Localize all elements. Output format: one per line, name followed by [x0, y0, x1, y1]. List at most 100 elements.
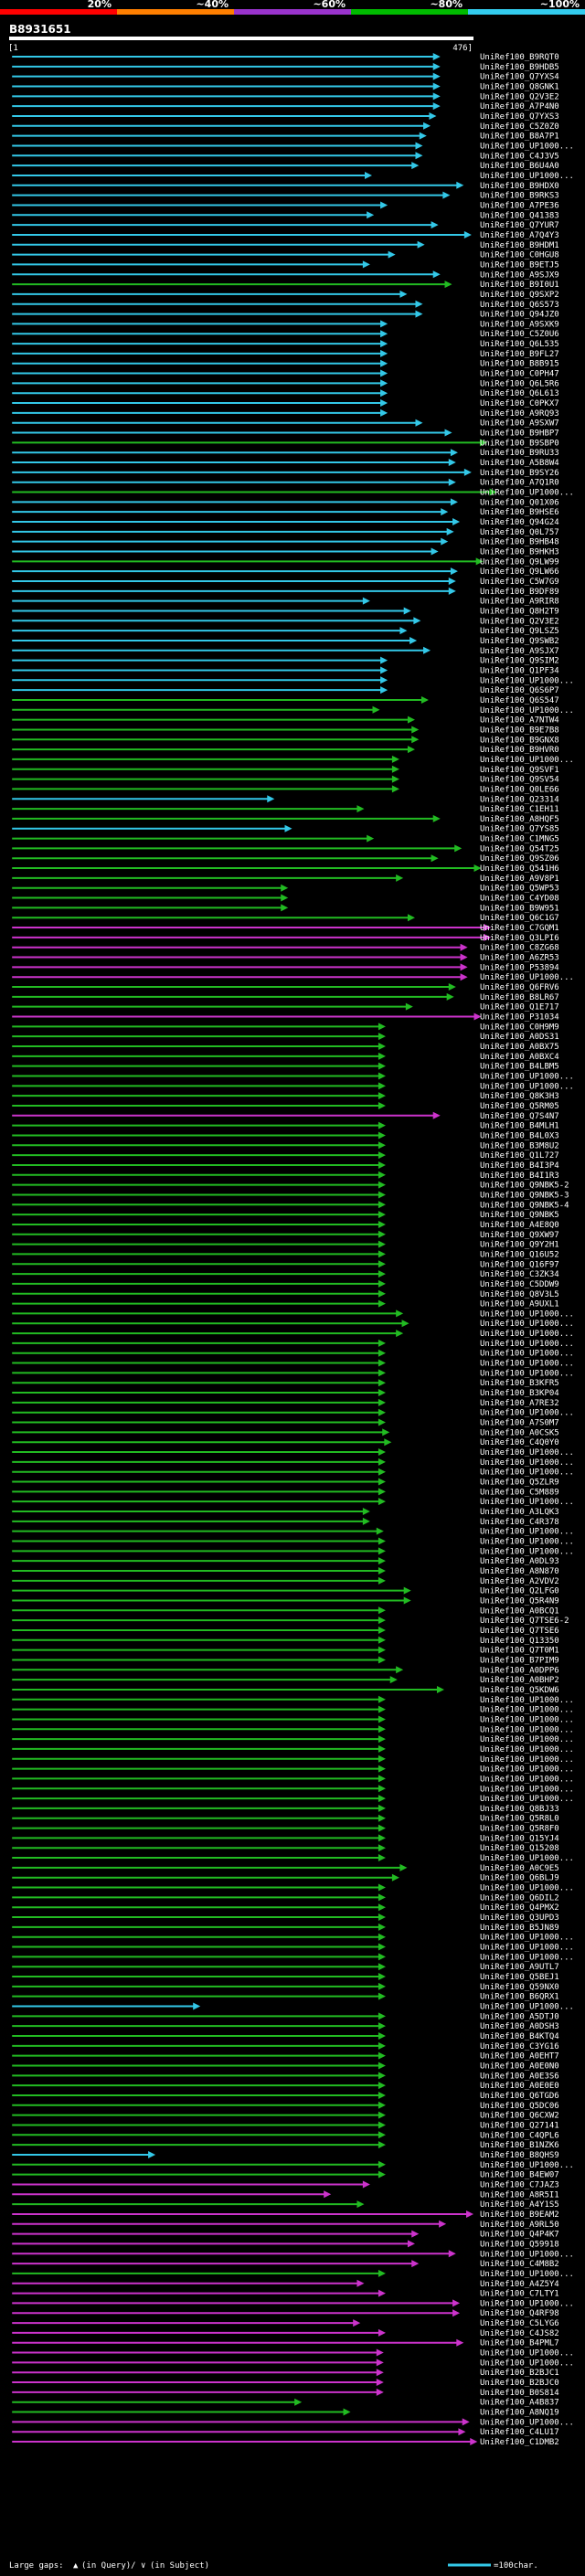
hit-label[interactable]: UniRef100_Q8H2T9	[480, 607, 559, 616]
hit-label[interactable]: UniRef100_UP1000...	[480, 1350, 574, 1359]
hit-label[interactable]: UniRef100_Q6BLJ9	[480, 1874, 559, 1883]
hit-label[interactable]: UniRef100_Q9SXP2	[480, 291, 559, 300]
hit-label[interactable]: UniRef100_A7S0M7	[480, 1419, 559, 1428]
hit-label[interactable]: UniRef100_Q5DC06	[480, 2102, 559, 2111]
hit-label[interactable]: UniRef100_A4E8Q0	[480, 1221, 559, 1230]
hit-label[interactable]: UniRef100_Q4P4K7	[480, 2231, 559, 2240]
hit-label[interactable]: UniRef100_UP1000...	[480, 2349, 574, 2359]
hit-label[interactable]: UniRef100_B8A7P1	[480, 133, 559, 142]
hit-label[interactable]: UniRef100_B9HDM1	[480, 241, 559, 250]
hit-label[interactable]: UniRef100_C4JS82	[480, 2329, 559, 2338]
hit-label[interactable]: UniRef100_UP1000...	[480, 1785, 574, 1794]
hit-label[interactable]: UniRef100_B9HKH3	[480, 548, 559, 557]
hit-label[interactable]: UniRef100_Q15YJ4	[480, 1834, 559, 1843]
hit-label[interactable]: UniRef100_A7RE32	[480, 1399, 559, 1408]
hit-label[interactable]: UniRef100_UP1000...	[480, 142, 574, 151]
hit-label[interactable]: UniRef100_UP1000...	[480, 1330, 574, 1339]
hit-label[interactable]: UniRef100_UP1000...	[480, 489, 574, 498]
hit-label[interactable]: UniRef100_A7P4N0	[480, 102, 559, 111]
hit-label[interactable]: UniRef100_C7JAZ3	[480, 2180, 559, 2189]
hit-label[interactable]: UniRef100_B9ETJ5	[480, 260, 559, 270]
hit-label[interactable]: UniRef100_UP1000...	[480, 2359, 574, 2368]
hit-label[interactable]: UniRef100_Q7YXS4	[480, 73, 559, 82]
hit-label[interactable]: UniRef100_UP1000...	[480, 1745, 574, 1754]
hit-label[interactable]: UniRef100_Q9SZ06	[480, 854, 559, 864]
hit-label[interactable]: UniRef100_C4QPL6	[480, 2131, 559, 2140]
hit-label[interactable]: UniRef100_Q5ZLR9	[480, 1479, 559, 1488]
hit-label[interactable]: UniRef100_B8B915	[480, 360, 559, 369]
hit-label[interactable]: UniRef100_A0DPP6	[480, 1666, 559, 1675]
hit-label[interactable]: UniRef100_Q7TSE6-2	[480, 1617, 569, 1626]
hit-label[interactable]: UniRef100_B9HVR0	[480, 746, 559, 755]
hit-label[interactable]: UniRef100_Q9LW99	[480, 557, 559, 567]
hit-label[interactable]: UniRef100_UP1000...	[480, 1884, 574, 1893]
hit-label[interactable]: UniRef100_Q3LPI6	[480, 934, 559, 943]
hit-label[interactable]: UniRef100_Q41383	[480, 211, 559, 220]
hit-label[interactable]: UniRef100_Q3UPD3	[480, 1913, 559, 1923]
hit-label[interactable]: UniRef100_Q5WP53	[480, 885, 559, 894]
hit-label[interactable]: UniRef100_A7Q4Y3	[480, 231, 559, 240]
hit-label[interactable]: UniRef100_B0S814	[480, 2389, 559, 2398]
hit-label[interactable]: UniRef100_C5Z0Z0	[480, 122, 559, 132]
hit-label[interactable]: UniRef100_Q2LFG0	[480, 1587, 559, 1596]
hit-label[interactable]: UniRef100_Q01X06	[480, 498, 559, 507]
hit-label[interactable]: UniRef100_Q7YXS3	[480, 112, 559, 122]
hit-label[interactable]: UniRef100_C5LYG6	[480, 2319, 559, 2328]
hit-label[interactable]: UniRef100_B4EW07	[480, 2171, 559, 2180]
hit-label[interactable]: UniRef100_Q1L727	[480, 1151, 559, 1161]
hit-label[interactable]: UniRef100_A0BX75	[480, 1043, 559, 1052]
hit-label[interactable]: UniRef100_C1EH11	[480, 805, 559, 814]
hit-label[interactable]: UniRef100_UP1000...	[480, 1953, 574, 1962]
hit-label[interactable]: UniRef100_UP1000...	[480, 1082, 574, 1091]
hit-label[interactable]: UniRef100_UP1000...	[480, 1715, 574, 1724]
hit-label[interactable]: UniRef100_B4L0X3	[480, 1131, 559, 1140]
hit-label[interactable]: UniRef100_B9SY26	[480, 469, 559, 478]
hit-label[interactable]: UniRef100_B9W951	[480, 904, 559, 913]
hit-label[interactable]: UniRef100_A0DSH3	[480, 2022, 559, 2031]
hit-label[interactable]: UniRef100_B9RU33	[480, 449, 559, 458]
hit-label[interactable]: UniRef100_Q5RM05	[480, 1102, 559, 1111]
hit-label[interactable]: UniRef100_C3ZK34	[480, 1270, 559, 1279]
hit-label[interactable]: UniRef100_B9DF89	[480, 588, 559, 597]
hit-label[interactable]: UniRef100_B9HDB5	[480, 63, 559, 72]
hit-label[interactable]: UniRef100_C4J3V5	[480, 152, 559, 161]
hit-label[interactable]: UniRef100_C4YD08	[480, 895, 559, 904]
hit-label[interactable]: UniRef100_UP1000...	[480, 1409, 574, 1418]
hit-label[interactable]: UniRef100_A9SXK9	[480, 320, 559, 329]
hit-label[interactable]: UniRef100_Q16F97	[480, 1260, 559, 1269]
hit-label[interactable]: UniRef100_Q9LSZ5	[480, 627, 559, 636]
hit-label[interactable]: UniRef100_C5M889	[480, 1488, 559, 1497]
hit-label[interactable]: UniRef100_A0BHP2	[480, 1676, 559, 1685]
hit-label[interactable]: UniRef100_Q8GNK1	[480, 82, 559, 91]
hit-label[interactable]: UniRef100_C0H9M9	[480, 1023, 559, 1032]
hit-label[interactable]: UniRef100_A7NTW4	[480, 716, 559, 726]
hit-label[interactable]: UniRef100_Q7S4N7	[480, 1112, 559, 1121]
hit-label[interactable]: UniRef100_A9UTL7	[480, 1963, 559, 1972]
hit-label[interactable]: UniRef100_P53894	[480, 963, 559, 972]
hit-label[interactable]: UniRef100_C7GQM1	[480, 924, 559, 933]
hit-label[interactable]: UniRef100_UP1000...	[480, 2418, 574, 2427]
hit-label[interactable]: UniRef100_A3LQK3	[480, 1508, 559, 1517]
hit-label[interactable]: UniRef100_A7PE36	[480, 201, 559, 210]
hit-label[interactable]: UniRef100_B9HSE6	[480, 508, 559, 517]
hit-label[interactable]: UniRef100_A0EHT7	[480, 2052, 559, 2062]
hit-label[interactable]: UniRef100_A0DL93	[480, 1557, 559, 1566]
hit-label[interactable]: UniRef100_Q5R4N9	[480, 1596, 559, 1606]
hit-label[interactable]: UniRef100_A8NQ19	[480, 2409, 559, 2418]
hit-label[interactable]: UniRef100_B9HB48	[480, 538, 559, 547]
hit-label[interactable]: UniRef100_B8LR67	[480, 993, 559, 1002]
hit-label[interactable]: UniRef100_Q9NBK5-3	[480, 1191, 569, 1200]
hit-label[interactable]: UniRef100_A0E0N0	[480, 2062, 559, 2071]
hit-label[interactable]: UniRef100_UP1000...	[480, 2003, 574, 2012]
hit-label[interactable]: UniRef100_A0DS31	[480, 1033, 559, 1042]
hit-label[interactable]: UniRef100_UP1000...	[480, 2270, 574, 2279]
hit-label[interactable]: UniRef100_Q9SWB2	[480, 637, 559, 646]
hit-label[interactable]: UniRef100_UP1000...	[480, 2161, 574, 2170]
hit-label[interactable]: UniRef100_Q9SVF1	[480, 766, 559, 775]
hit-label[interactable]: UniRef100_Q6CXW2	[480, 2112, 559, 2121]
hit-label[interactable]: UniRef100_C3YG16	[480, 2042, 559, 2051]
hit-label[interactable]: UniRef100_Q15208	[480, 1844, 559, 1853]
hit-label[interactable]: UniRef100_Q9LW66	[480, 567, 559, 577]
hit-label[interactable]: UniRef100_Q9SV54	[480, 776, 559, 785]
hit-label[interactable]: UniRef100_Q5R8F0	[480, 1825, 559, 1834]
